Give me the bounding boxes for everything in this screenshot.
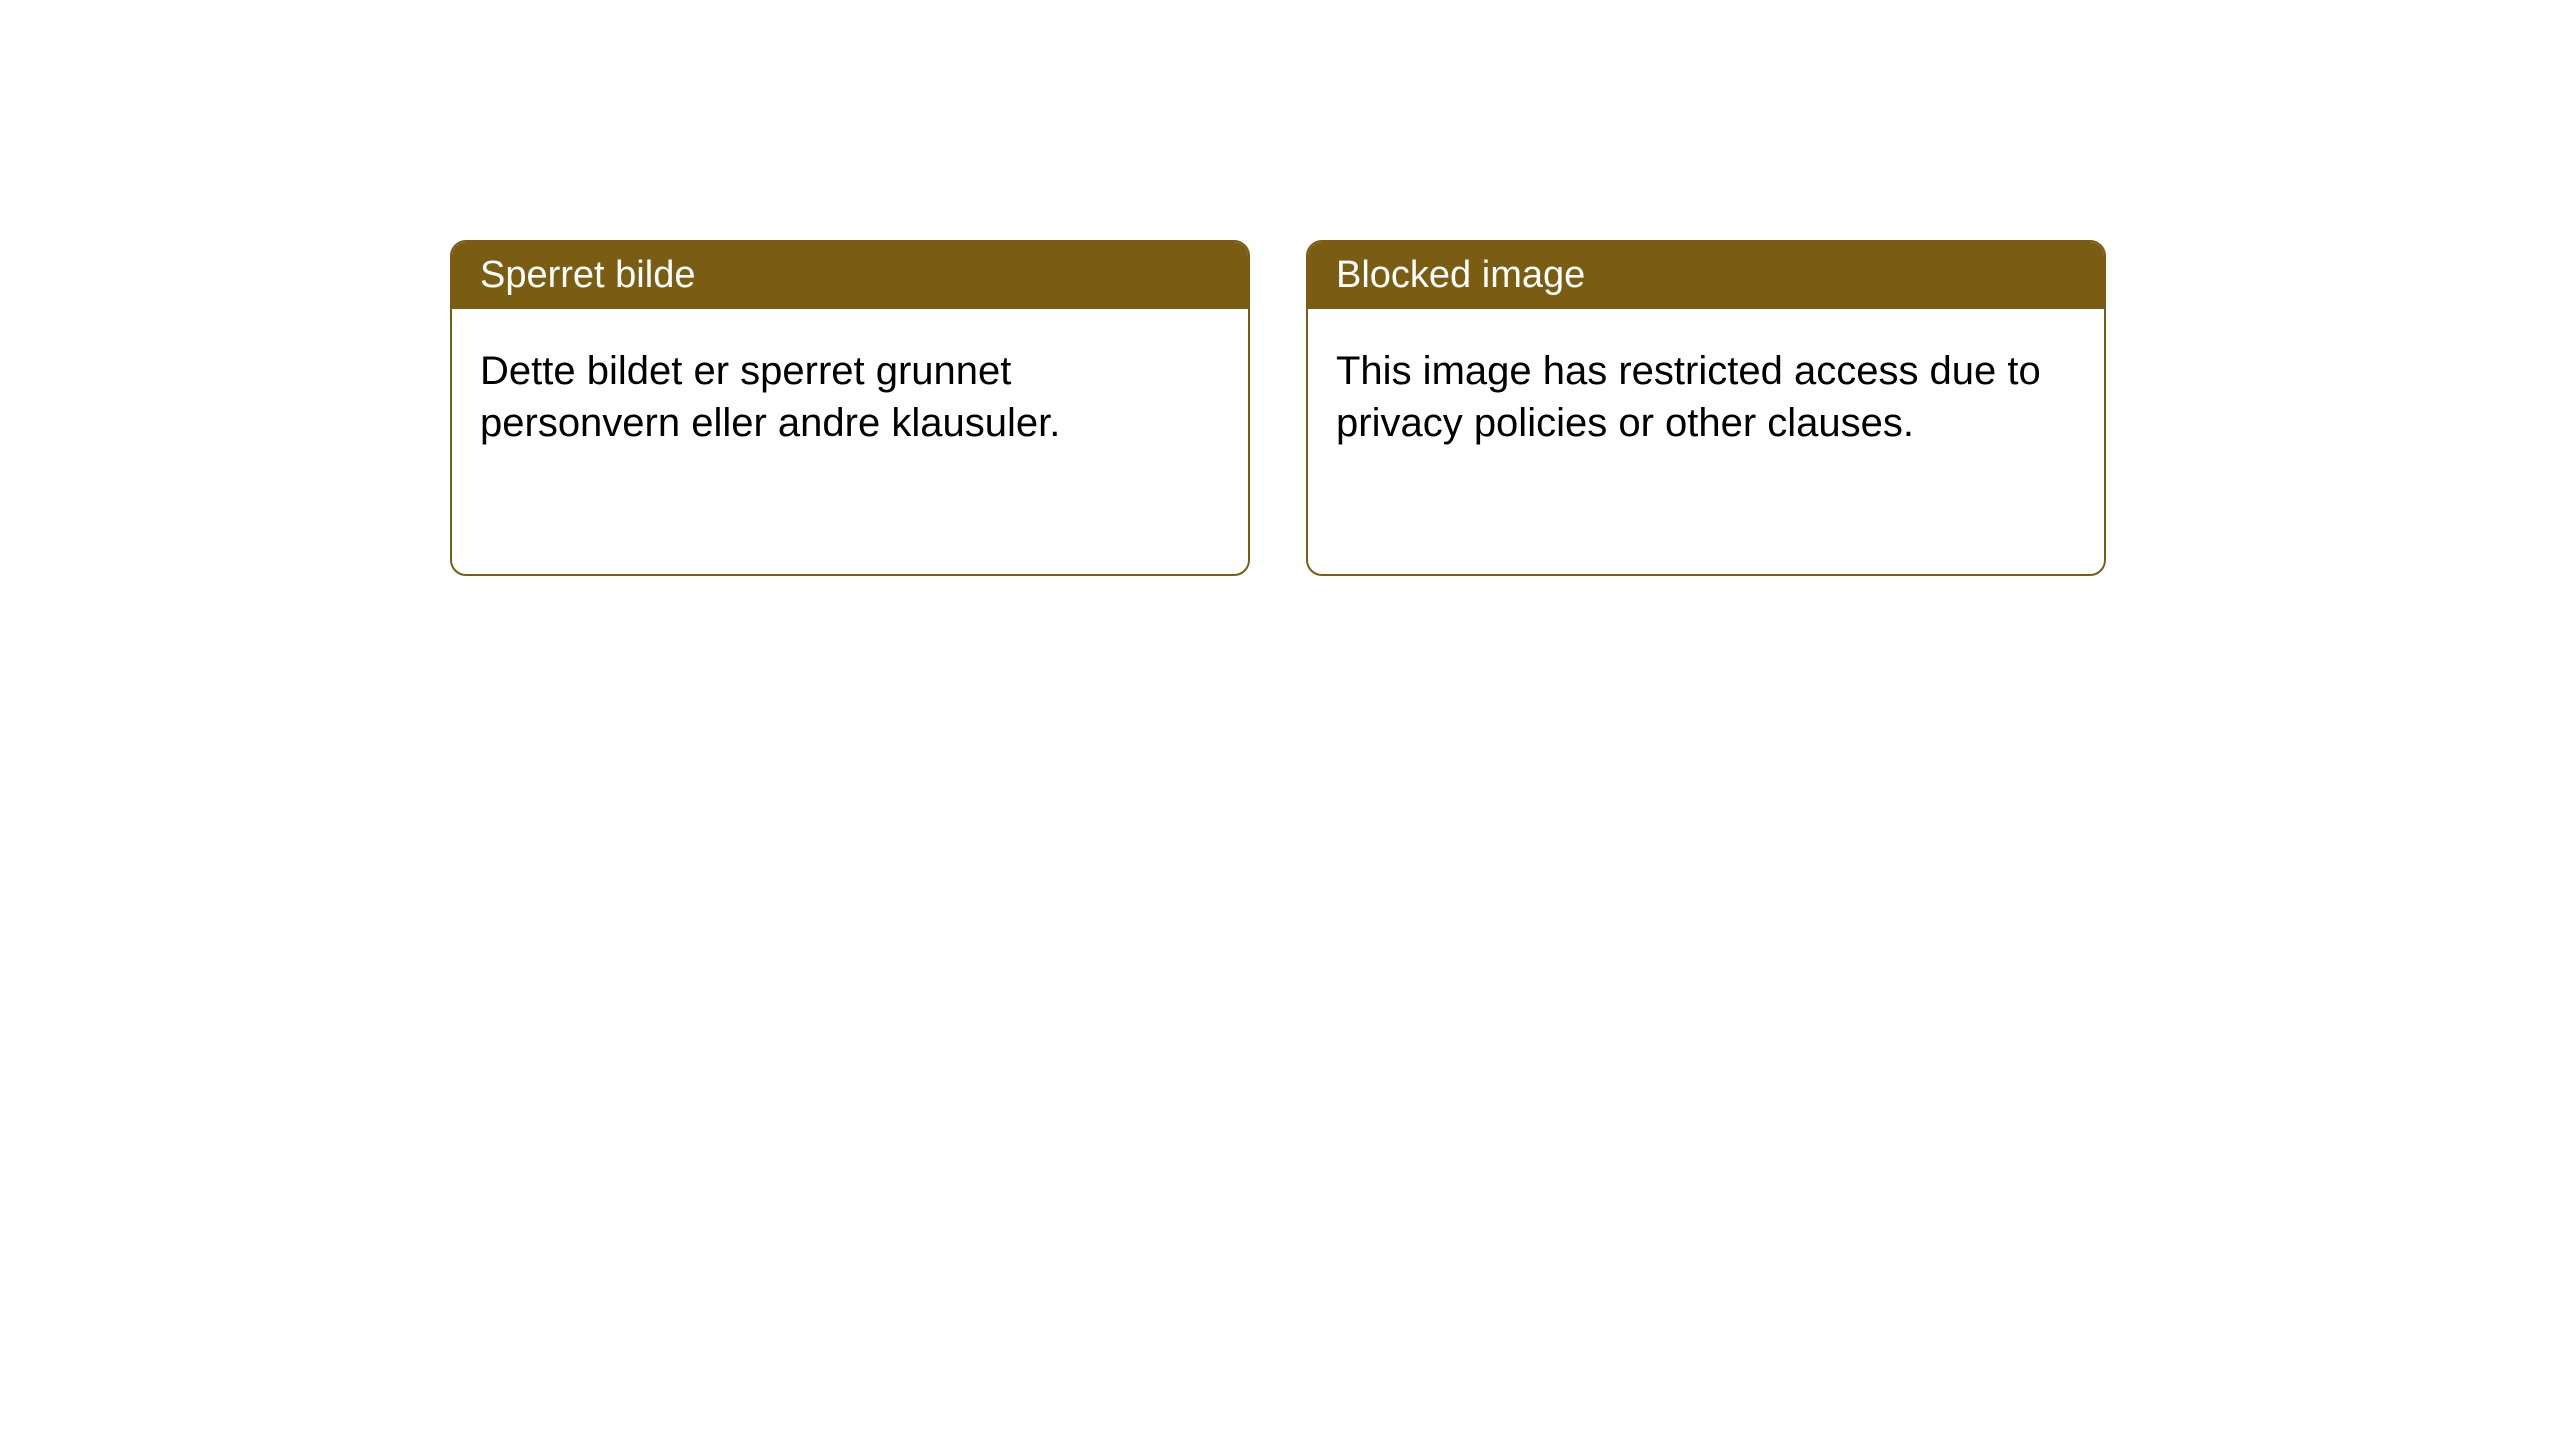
- notice-card-norwegian: Sperret bilde Dette bildet er sperret gr…: [450, 240, 1250, 576]
- notice-header: Sperret bilde: [452, 242, 1248, 309]
- notice-header: Blocked image: [1308, 242, 2104, 309]
- notice-container: Sperret bilde Dette bildet er sperret gr…: [0, 0, 2560, 576]
- notice-body: Dette bildet er sperret grunnet personve…: [452, 309, 1248, 485]
- notice-card-english: Blocked image This image has restricted …: [1306, 240, 2106, 576]
- notice-body: This image has restricted access due to …: [1308, 309, 2104, 485]
